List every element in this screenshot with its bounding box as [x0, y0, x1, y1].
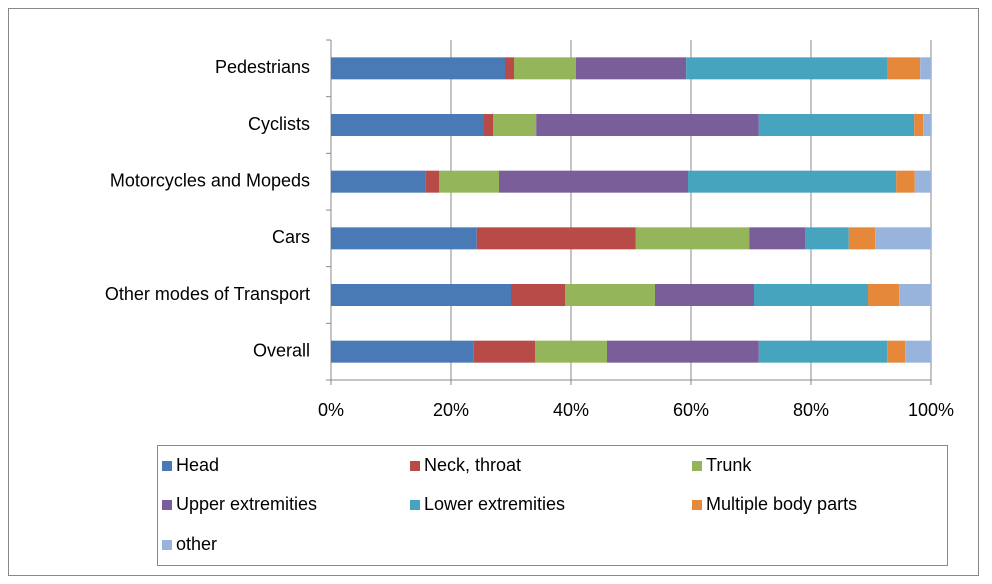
- x-tick-label: 40%: [553, 400, 589, 420]
- x-tick-label: 100%: [908, 400, 954, 420]
- bar-segment: [565, 284, 655, 306]
- legend-swatch: [162, 500, 172, 510]
- bar-segment: [914, 170, 931, 193]
- bar-segment: [758, 114, 915, 136]
- legend-label: Trunk: [706, 455, 752, 475]
- bar-segment: [887, 340, 906, 363]
- bar-segment: [499, 170, 688, 193]
- legend-label: other: [176, 534, 217, 554]
- x-tick-label: 0%: [318, 400, 344, 420]
- bar-segment: [505, 57, 514, 80]
- bar-segment: [896, 170, 915, 193]
- x-tick-label: 80%: [793, 400, 829, 420]
- bar-segment: [331, 57, 505, 80]
- bar-segment: [805, 227, 849, 250]
- legend-swatch: [410, 461, 420, 471]
- legend-swatch: [410, 500, 420, 510]
- bar-segment: [887, 57, 921, 80]
- bar-segment: [899, 284, 931, 306]
- legend-swatch: [162, 540, 172, 550]
- bar-segment: [331, 227, 477, 250]
- legend-swatch: [692, 500, 702, 510]
- bar-segment: [635, 227, 750, 250]
- bar-segment: [331, 170, 426, 193]
- bar-segment: [758, 340, 888, 363]
- legend-label: Lower extremities: [424, 494, 565, 514]
- legend-label: Multiple body parts: [706, 494, 857, 514]
- bar-segment: [607, 340, 759, 363]
- bar-segment: [493, 114, 537, 136]
- bar-segment: [686, 57, 888, 80]
- bar-segment: [536, 114, 759, 136]
- legend-swatch: [692, 461, 702, 471]
- bar-segment: [920, 57, 931, 80]
- bar-segment: [473, 340, 535, 363]
- bar-segment: [511, 284, 565, 306]
- bar-segment: [331, 340, 474, 363]
- bar-segment: [905, 340, 931, 363]
- legend-swatch: [162, 461, 172, 471]
- bar-segment: [439, 170, 499, 193]
- bar-segment: [848, 227, 876, 250]
- bar-segment: [514, 57, 576, 80]
- x-tick-label: 60%: [673, 400, 709, 420]
- y-tick-label: Motorcycles and Mopeds: [110, 170, 310, 190]
- y-tick-label: Overall: [253, 340, 310, 360]
- y-tick-label: Cars: [272, 227, 310, 247]
- x-tick-label: 20%: [433, 400, 469, 420]
- bar-segment: [914, 114, 924, 136]
- bar-segment: [331, 114, 484, 136]
- bar-segment: [655, 284, 754, 306]
- bar-segment: [875, 227, 931, 250]
- bar-segment: [331, 284, 511, 306]
- bar-segment: [425, 170, 439, 193]
- bar-segment: [535, 340, 607, 363]
- legend-frame: [157, 445, 948, 566]
- bar-segment: [923, 114, 931, 136]
- y-tick-label: Pedestrians: [215, 57, 310, 77]
- y-tick-label: Cyclists: [248, 114, 310, 134]
- bar-segment: [749, 227, 805, 250]
- bar-segment: [476, 227, 636, 250]
- bar-segment: [754, 284, 868, 306]
- legend-label: Head: [176, 455, 219, 475]
- bar-segment: [868, 284, 900, 306]
- legend-label: Upper extremities: [176, 494, 317, 514]
- legend-label: Neck, throat: [424, 455, 521, 475]
- bar-segment: [688, 170, 897, 193]
- y-tick-label: Other modes of Transport: [105, 284, 310, 304]
- bar-segment: [575, 57, 687, 80]
- bar-segment: [484, 114, 493, 136]
